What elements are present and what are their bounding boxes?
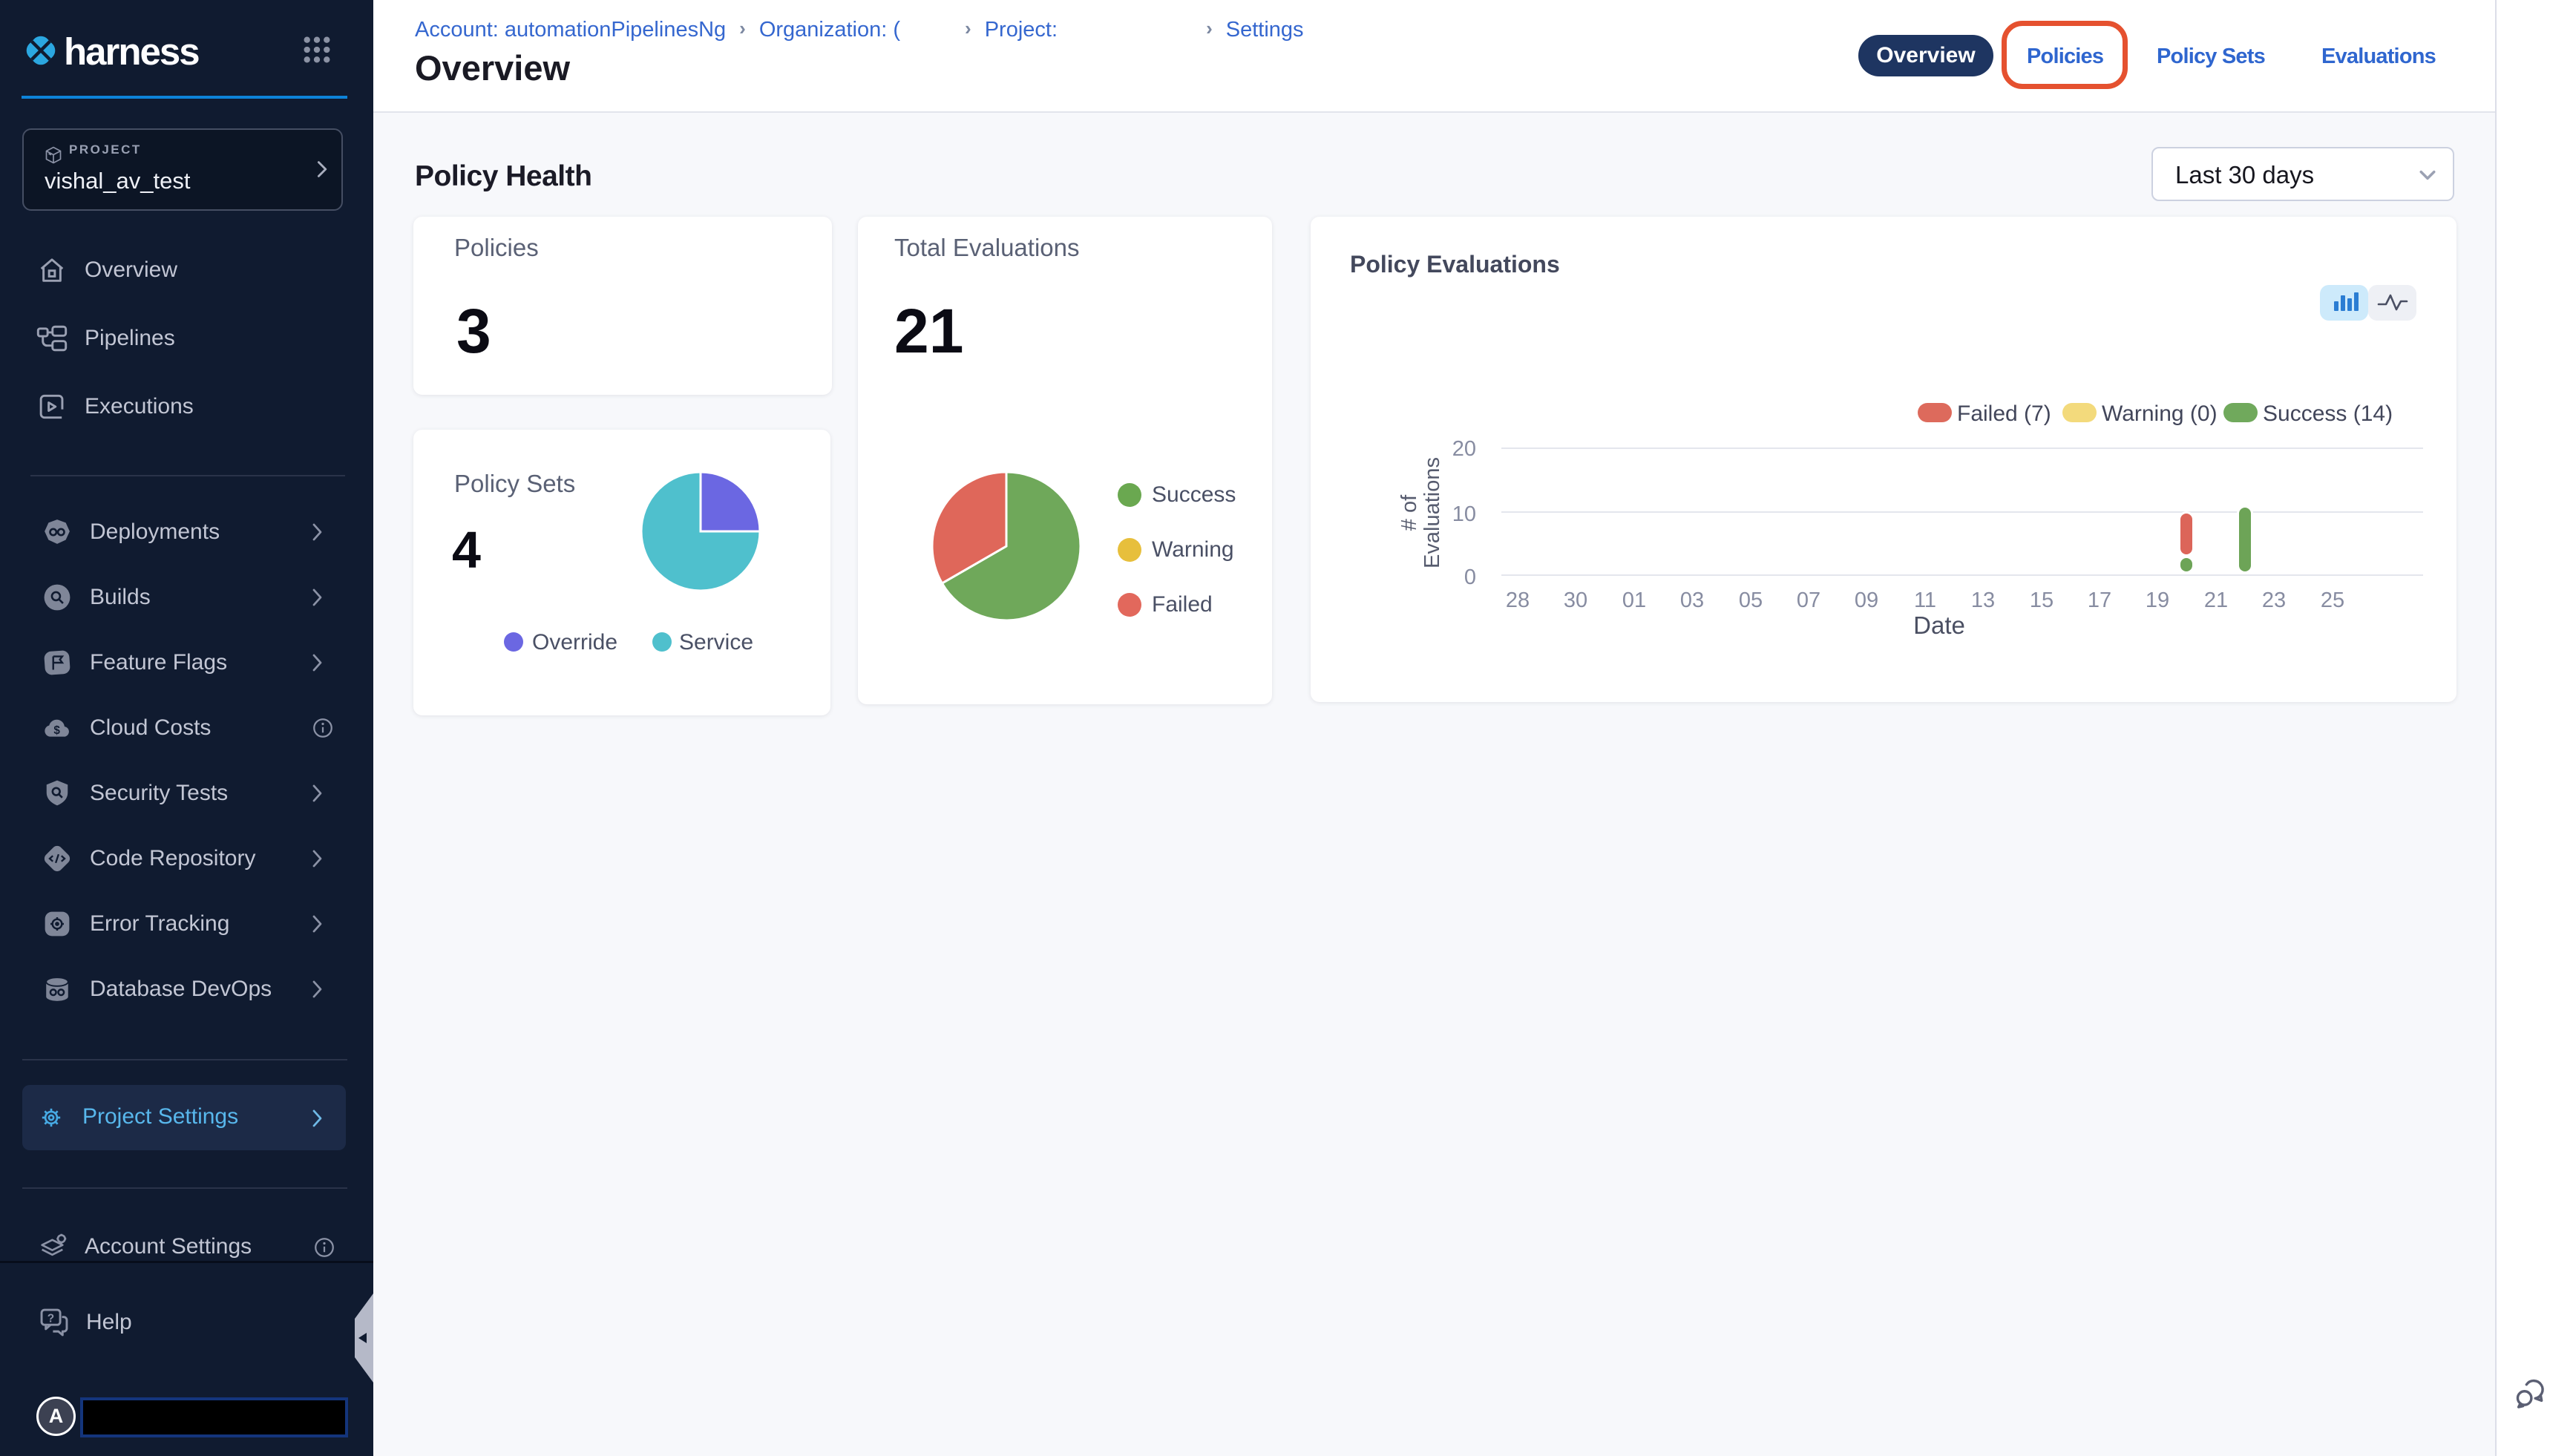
svg-text:$: $ bbox=[53, 724, 60, 737]
svg-text:?: ? bbox=[47, 1312, 54, 1325]
